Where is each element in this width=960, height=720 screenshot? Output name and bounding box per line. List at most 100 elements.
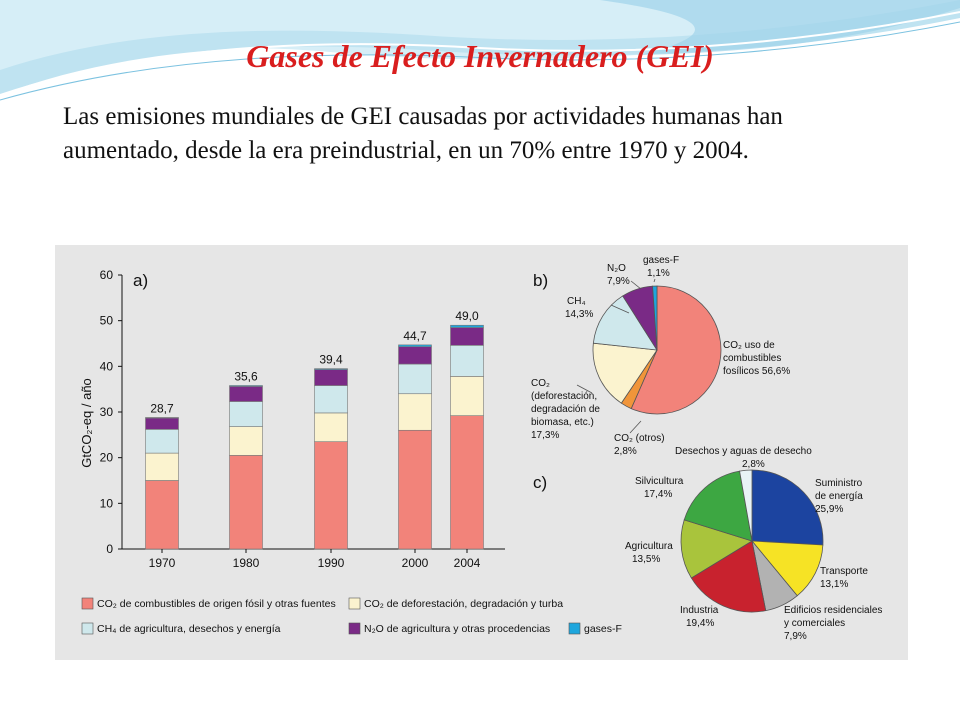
bar-segment xyxy=(314,369,348,386)
pie-b-label-fossil: fosílicos 56,6% xyxy=(723,366,790,377)
pie-slice xyxy=(630,285,722,415)
pie-b-label-fossil: combustibles xyxy=(723,353,781,364)
pie-c-label-industry: 19,4% xyxy=(686,618,714,629)
pie-b-label-fgases: gases-F xyxy=(643,255,679,266)
y-tick-label: 60 xyxy=(100,268,114,282)
pie-c-label-agriculture: Agricultura xyxy=(625,541,673,552)
pie-chart-gases: b) CO₂ uso de combustibles fosílicos 56,… xyxy=(531,255,790,457)
pie-c-label-buildings: y comerciales xyxy=(784,618,845,629)
y-tick-label: 10 xyxy=(100,496,114,510)
pie-c-label-transport: 13,1% xyxy=(820,579,848,590)
bar-segment xyxy=(145,452,179,481)
pie-slice xyxy=(690,540,767,613)
bar-segment xyxy=(450,376,484,416)
pie-slice xyxy=(652,285,658,351)
pie-b-label-deforestation: CO₂ xyxy=(531,378,550,389)
pie-b-label-n2o: 7,9% xyxy=(607,276,630,287)
legend-label-ch4: CH₄ de agricultura, desechos y energía xyxy=(97,623,281,635)
x-tick-label: 1980 xyxy=(233,556,260,570)
bar-segment xyxy=(145,417,179,419)
pie-slice xyxy=(592,342,658,404)
pie-slice xyxy=(751,469,824,546)
pie-c-label-industry: Industria xyxy=(680,605,719,616)
bar-segment xyxy=(398,393,432,431)
pie-slice xyxy=(739,469,753,542)
pie-b-slices xyxy=(592,285,722,415)
slide-title: Gases de Efecto Invernadero (GEI) xyxy=(246,38,714,74)
bar-segment xyxy=(229,455,263,550)
bar-total-label: 39,4 xyxy=(319,353,343,367)
bar-segment xyxy=(314,412,348,442)
pie-b-label-deforestation: degradación de xyxy=(531,404,600,415)
panel-a-label: a) xyxy=(133,271,148,290)
pie-c-labels: Desechos y aguas de desecho 2,8% Suminis… xyxy=(625,446,882,642)
pie-c-label-buildings: 7,9% xyxy=(784,631,807,642)
pie-c-label-buildings: Edificios residenciales xyxy=(784,605,882,616)
y-tick-label: 0 xyxy=(106,542,113,556)
x-tick-label: 1990 xyxy=(318,556,345,570)
bar-segment xyxy=(229,401,263,427)
bar-segment xyxy=(229,386,263,402)
y-tick-label: 40 xyxy=(100,359,114,373)
bar-segment xyxy=(145,429,179,454)
legend-label-f-gases: gases-F xyxy=(584,623,622,635)
pie-slice xyxy=(680,519,753,579)
pie-c-label-waste: Desechos y aguas de desecho xyxy=(675,446,812,457)
bar-segment xyxy=(398,346,432,365)
bar-segment xyxy=(229,426,263,456)
legend-swatch-f-gases xyxy=(568,622,581,635)
pie-slice xyxy=(592,295,658,351)
legend-swatch-co2-deforestation xyxy=(348,597,361,610)
pie-b-leader-lines xyxy=(576,278,656,434)
panel-b-label: b) xyxy=(533,271,548,290)
emissions-figure: a) GtCO₂-eq / año 0 10 20 30 40 50 60 28,7 35,6… xyxy=(55,245,908,660)
pie-c-label-agriculture: 13,5% xyxy=(632,554,660,565)
bar-segment xyxy=(398,429,432,550)
pie-b-label-deforestation: (deforestación, xyxy=(531,391,597,402)
y-tick-label: 20 xyxy=(100,451,114,465)
y-tick-label: 50 xyxy=(100,314,114,328)
pie-b-label-deforestation: biomasa, etc.) xyxy=(531,417,594,428)
pie-c-slices xyxy=(680,469,824,613)
bar-segment xyxy=(314,368,348,370)
bar-total-label: 35,6 xyxy=(234,370,258,384)
bar-segment xyxy=(229,385,263,387)
pie-b-label-ch4: 14,3% xyxy=(565,309,593,320)
legend-swatch-co2-fossil xyxy=(81,597,94,610)
panel-c-label: c) xyxy=(533,473,547,492)
bar-segment xyxy=(450,345,484,377)
pie-b-label-other: 2,8% xyxy=(614,446,637,457)
pie-c-label-forestry: Silvicultura xyxy=(635,476,684,487)
legend-swatch-n2o xyxy=(348,622,361,635)
legend: CO₂ de combustibles de origen fósil y ot… xyxy=(81,597,622,635)
legend-label-co2-fossil: CO₂ de combustibles de origen fósil y ot… xyxy=(97,598,336,610)
bar-chart: a) GtCO₂-eq / año 0 10 20 30 40 50 60 28,7 35,6… xyxy=(79,268,505,570)
bar-segment xyxy=(450,324,484,328)
x-tick-label: 2004 xyxy=(454,556,481,570)
bar-segment xyxy=(314,441,348,550)
legend-label-n2o: N₂O de agricultura y otras procedencias xyxy=(364,623,550,635)
bar-segment xyxy=(314,385,348,414)
pie-c-label-energy: de energía xyxy=(815,491,863,502)
bar-segment xyxy=(145,417,179,430)
pie-b-label-deforestation: 17,3% xyxy=(531,430,559,441)
x-tick-label: 1970 xyxy=(149,556,176,570)
bar-total-label: 44,7 xyxy=(403,329,427,343)
bar-segment xyxy=(450,415,484,550)
slide-body-text: Las emisiones mundiales de GEI causadas … xyxy=(63,103,783,164)
pie-slice xyxy=(751,540,824,597)
pie-b-labels: CO₂ uso de combustibles fosílicos 56,6% … xyxy=(531,255,790,457)
bar-segment xyxy=(450,327,484,346)
bar-total-label: 28,7 xyxy=(150,401,174,415)
pie-slice xyxy=(683,470,753,542)
pie-b-label-fgases: 1,1% xyxy=(647,268,670,279)
pie-c-label-energy: 25,9% xyxy=(815,504,843,515)
bar-total-label: 49,0 xyxy=(455,309,479,323)
pie-b-label-fossil: CO₂ uso de xyxy=(723,340,775,351)
pie-c-label-transport: Transporte xyxy=(820,566,868,577)
y-ticks: 0 10 20 30 40 50 60 xyxy=(100,268,122,556)
bar-stacks: 28,7 35,6 39,4 44,7 49,0 xyxy=(145,309,484,550)
legend-label-co2-deforestation: CO₂ de deforestación, degradación y turb… xyxy=(364,598,563,610)
pie-b-label-ch4: CH₄ xyxy=(567,296,586,307)
bar-segment xyxy=(145,480,179,550)
